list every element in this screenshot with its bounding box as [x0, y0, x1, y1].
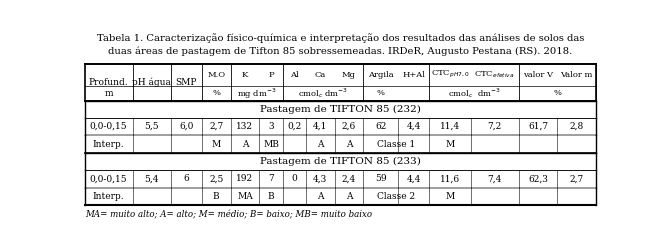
Text: 2,8: 2,8: [570, 122, 584, 131]
Text: H+Al: H+Al: [402, 71, 425, 79]
Text: 2,5: 2,5: [209, 174, 224, 184]
Text: 0,0-0,15: 0,0-0,15: [90, 174, 127, 184]
Text: cmol$_c$  dm$^{-3}$: cmol$_c$ dm$^{-3}$: [448, 86, 501, 100]
Text: 0,0-0,15: 0,0-0,15: [90, 122, 127, 131]
Text: 11,4: 11,4: [440, 122, 460, 131]
Text: Argila: Argila: [368, 71, 394, 79]
Text: P: P: [268, 71, 274, 79]
Text: Valor m: Valor m: [560, 71, 593, 79]
Text: Tabela 1. Caracterização físico-química e interpretação dos resultados das análi: Tabela 1. Caracterização físico-química …: [97, 33, 584, 43]
Text: A: A: [346, 140, 352, 149]
Text: cmol$_c$ dm$^{-3}$: cmol$_c$ dm$^{-3}$: [298, 86, 348, 100]
Text: 0,2: 0,2: [287, 122, 301, 131]
Text: m: m: [104, 89, 113, 98]
Text: 4,3: 4,3: [313, 174, 327, 184]
Text: %: %: [212, 90, 220, 98]
Text: A: A: [242, 140, 248, 149]
Text: 61,7: 61,7: [528, 122, 548, 131]
Text: 3: 3: [268, 122, 274, 131]
Text: 192: 192: [236, 174, 254, 184]
Text: 62: 62: [375, 122, 386, 131]
Text: 4,4: 4,4: [406, 122, 421, 131]
Text: 2,7: 2,7: [570, 174, 584, 184]
Text: A: A: [346, 192, 352, 201]
Text: MA: MA: [237, 192, 253, 201]
Text: 4,1: 4,1: [313, 122, 327, 131]
Text: duas áreas de pastagem de Tifton 85 sobressemeadas. IRDeR, Augusto Pestana (RS).: duas áreas de pastagem de Tifton 85 sobr…: [108, 46, 572, 56]
Text: 6,0: 6,0: [179, 122, 193, 131]
Text: A: A: [317, 192, 323, 201]
Text: 0: 0: [291, 174, 297, 184]
Text: 5,5: 5,5: [144, 122, 159, 131]
Text: A: A: [317, 140, 323, 149]
Text: 6: 6: [183, 174, 189, 184]
Text: M: M: [446, 192, 455, 201]
Text: Classe 1: Classe 1: [377, 140, 416, 149]
Text: 2,6: 2,6: [342, 122, 356, 131]
Text: 2,7: 2,7: [209, 122, 223, 131]
Text: 62,3: 62,3: [528, 174, 548, 184]
Text: CTC$_{efetiva}$: CTC$_{efetiva}$: [475, 70, 515, 80]
Text: Ca: Ca: [315, 71, 326, 79]
Text: 2,4: 2,4: [342, 174, 356, 184]
Text: 5,4: 5,4: [144, 174, 159, 184]
Text: 7: 7: [268, 174, 274, 184]
Text: Pastagem de TIFTON 85 (232): Pastagem de TIFTON 85 (232): [260, 105, 421, 114]
Text: Profund.: Profund.: [89, 78, 128, 87]
Text: Pastagem de TIFTON 85 (233): Pastagem de TIFTON 85 (233): [260, 157, 421, 166]
Text: B: B: [268, 192, 274, 201]
Text: MA= muito alto; A= alto; M= médio; B= baixo; MB= muito baixo: MA= muito alto; A= alto; M= médio; B= ba…: [86, 210, 373, 219]
Text: %: %: [376, 90, 384, 98]
Text: 132: 132: [236, 122, 254, 131]
Text: %: %: [553, 90, 561, 98]
Text: Interp.: Interp.: [93, 140, 124, 149]
Text: SMP: SMP: [175, 78, 197, 87]
Text: 7,4: 7,4: [487, 174, 502, 184]
Text: M: M: [212, 140, 221, 149]
Text: Mg: Mg: [342, 71, 356, 79]
Text: M.O: M.O: [207, 71, 225, 79]
Text: valor V: valor V: [523, 71, 553, 79]
Text: 4,4: 4,4: [406, 174, 421, 184]
Text: B: B: [213, 192, 220, 201]
Text: 59: 59: [375, 174, 386, 184]
Text: M: M: [446, 140, 455, 149]
Text: CTC$_{pH7,0}$: CTC$_{pH7,0}$: [431, 69, 469, 80]
Text: pH água: pH água: [132, 78, 171, 87]
Text: 7,2: 7,2: [487, 122, 502, 131]
Text: 11,6: 11,6: [440, 174, 460, 184]
Text: mg dm$^{-3}$: mg dm$^{-3}$: [237, 86, 276, 101]
Text: Al: Al: [290, 71, 299, 79]
Text: Interp.: Interp.: [93, 192, 124, 201]
Text: Classe 2: Classe 2: [377, 192, 416, 201]
Text: K: K: [242, 71, 248, 79]
Text: MB: MB: [263, 140, 279, 149]
